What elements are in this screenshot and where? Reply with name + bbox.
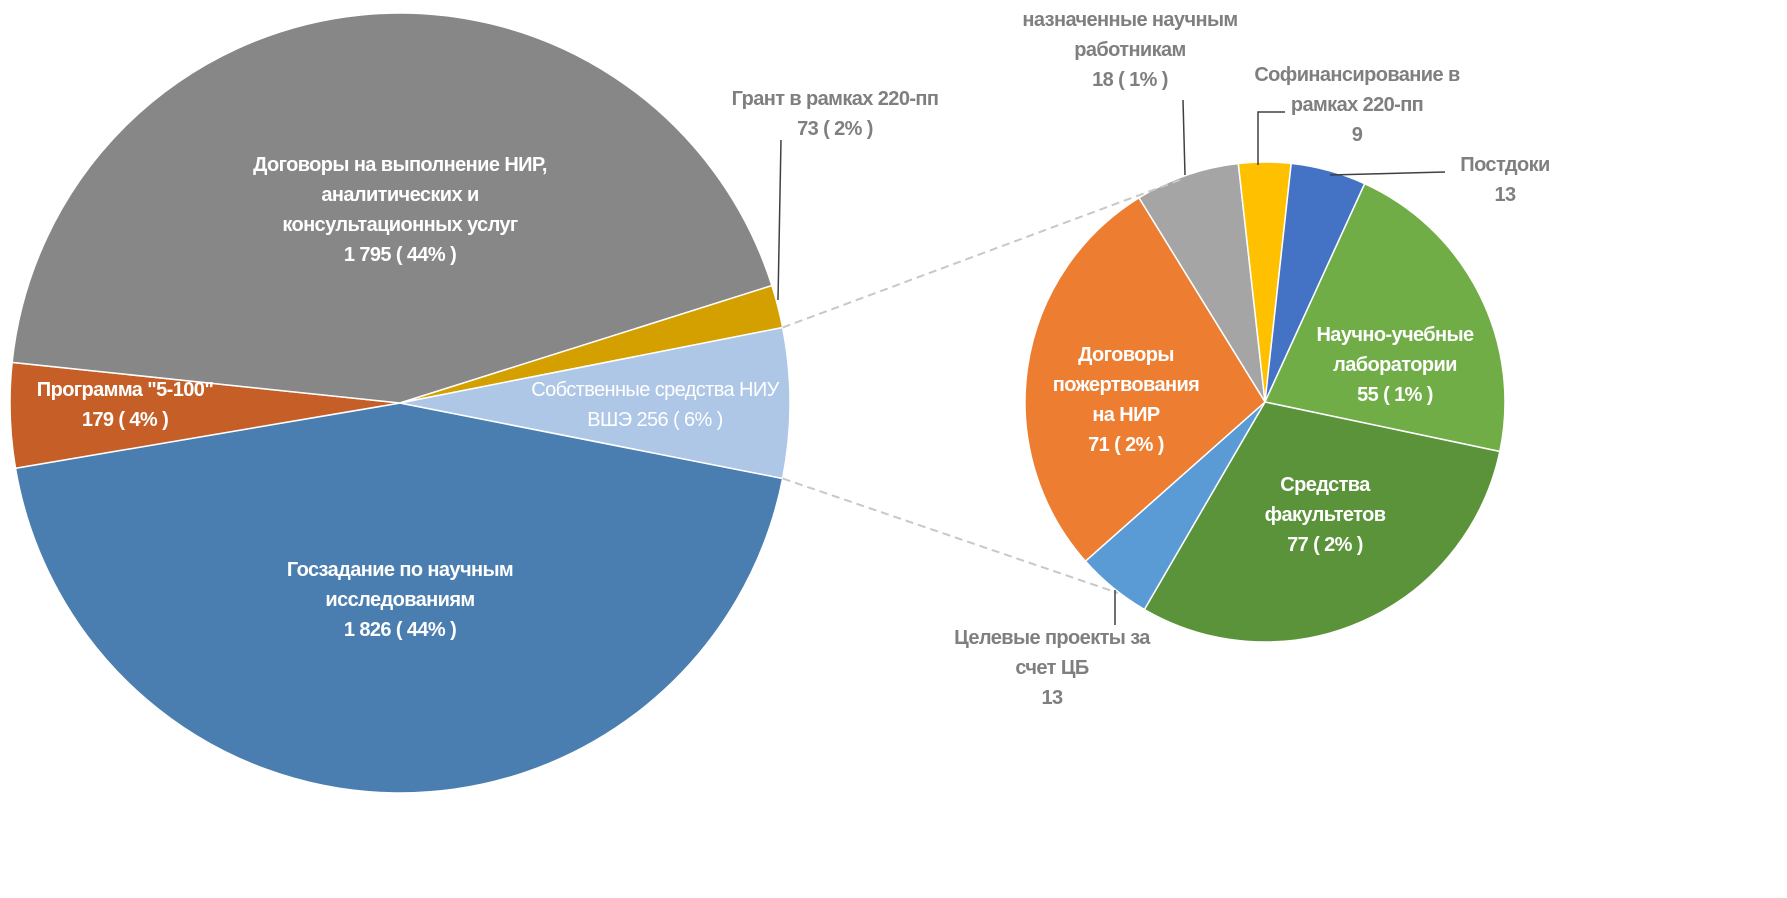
category-name: Договоры пожертвования на НИР (1052, 344, 1200, 426)
value-label: 18 ( 1% ) (1092, 69, 1168, 91)
category-name: Договоры на выполнение НИР, аналитически… (253, 154, 547, 236)
slice-label: назначенные научным работникам 18 ( 1% ) (990, 5, 1270, 95)
connector-line (782, 179, 1181, 329)
slice-label: Грант в рамках 220-пп 73 ( 2% ) (685, 84, 985, 144)
slice-label: Госзадание по научным исследованиям 1 826… (240, 555, 560, 645)
value-label: 55 ( 1% ) (1357, 384, 1433, 406)
value-label: 13 (1494, 184, 1516, 206)
category-name: назначенные научным работникам (1022, 9, 1238, 61)
pie-slice (1024, 196, 1266, 563)
category-name: Программа "5-100" (36, 379, 214, 401)
category-name: Научно-учебные лаборатории (1316, 324, 1474, 376)
pie-slice (11, 12, 773, 404)
slice-label: Целевые проекты за счет ЦБ 13 (952, 623, 1152, 713)
connector-line (782, 477, 1119, 594)
value-label: 77 ( 2% ) (1287, 534, 1363, 556)
slice-label: Договоры на выполнение НИР, аналитически… (230, 150, 570, 270)
leader-line (1257, 111, 1285, 165)
leader-line (1182, 99, 1186, 176)
slice-label: Средства факультетов 77 ( 2% ) (1235, 470, 1415, 560)
value-label: 179 ( 4% ) (81, 409, 169, 431)
slice-label: Постдоки 13 (1435, 150, 1575, 210)
slice-label: Софинансирование в рамках 220-пп 9 (1232, 60, 1482, 150)
leader-line (1329, 171, 1446, 176)
value-label: 1 826 ( 44% ) (343, 619, 457, 641)
pie-slice (14, 402, 784, 794)
slice-label: Научно-учебные лаборатории 55 ( 1% ) (1285, 320, 1505, 410)
category-name: Софинансирование в рамках 220-пп (1254, 64, 1460, 116)
leader-line (777, 139, 782, 301)
value-label: 71 ( 2% ) (1088, 434, 1164, 456)
pie-slice (1263, 182, 1506, 453)
value-label: 256 ( 6% ) (636, 409, 723, 431)
value-label: 1 795 ( 44% ) (343, 244, 457, 266)
value-label: 13 (1041, 687, 1063, 709)
category-name: Госзадание по научным исследованиям (286, 559, 514, 611)
category-name: Постдоки (1460, 154, 1550, 176)
value-label: 9 (1351, 124, 1363, 146)
category-name: Грант в рамках 220-пп (731, 88, 939, 110)
value-label: 73 ( 2% ) (797, 118, 873, 140)
slice-label: Программа "5-100" 179 ( 4% ) (10, 375, 240, 435)
pie-slice (1143, 401, 1501, 643)
slice-label: Собственные средства НИУ ВШЭ 256 ( 6% ) (515, 375, 795, 435)
slice-label: Договоры пожертвования на НИР 71 ( 2% ) (1041, 340, 1211, 460)
pie-slice (1137, 162, 1266, 403)
category-name: Собственные средства НИУ ВШЭ (531, 379, 779, 431)
category-name: Целевые проекты за счет ЦБ (954, 627, 1150, 679)
category-name: Средства факультетов (1264, 474, 1386, 526)
pie-slice (399, 326, 791, 480)
